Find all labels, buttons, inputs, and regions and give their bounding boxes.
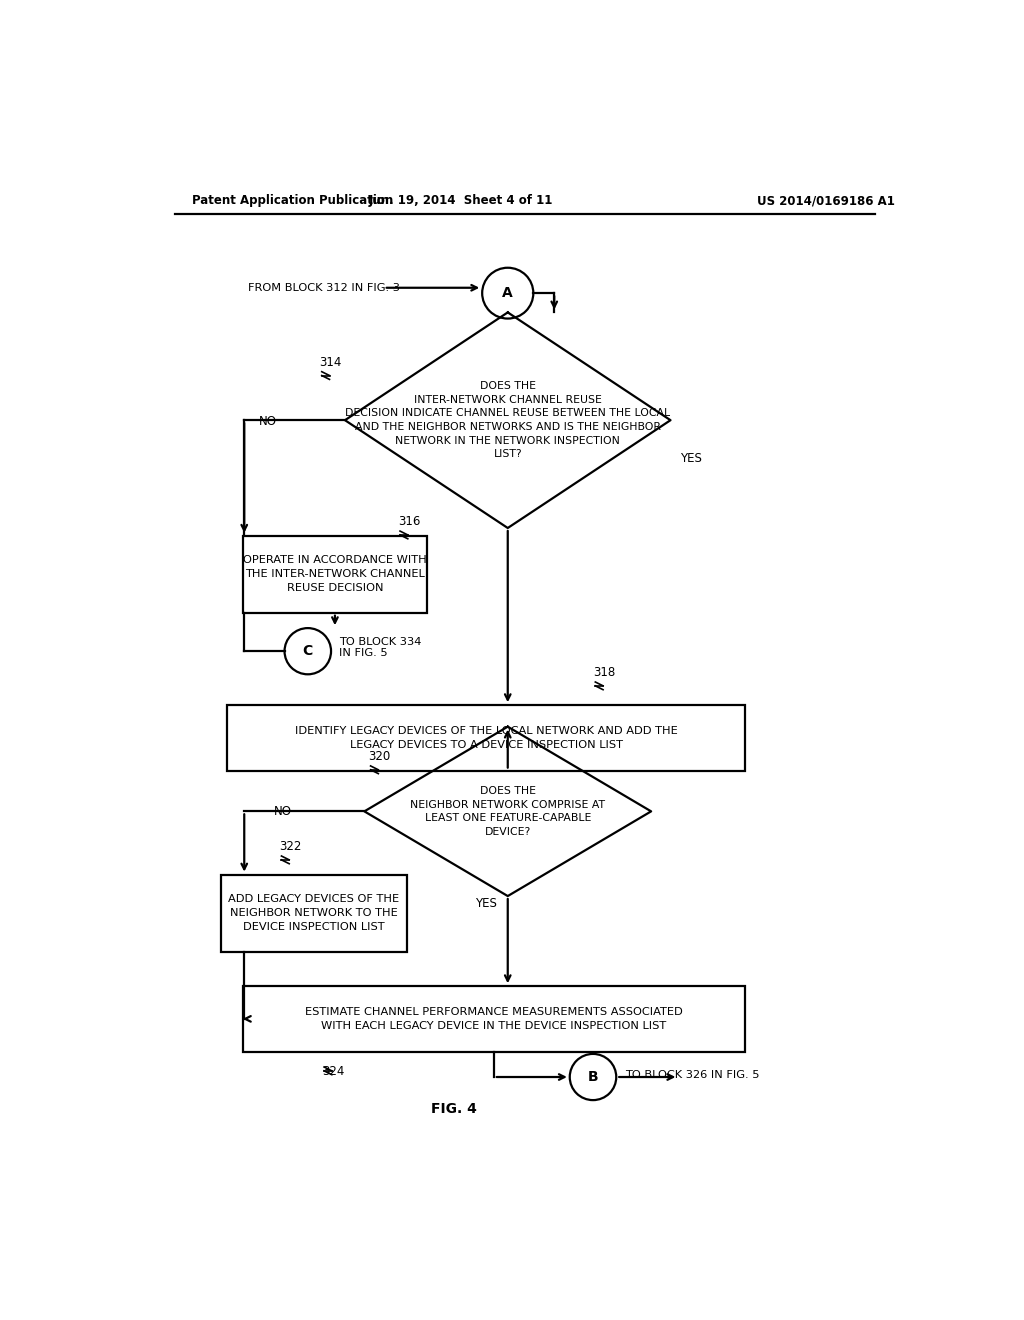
Text: US 2014/0169186 A1: US 2014/0169186 A1 [757, 194, 894, 207]
Text: IDENTIFY LEGACY DEVICES OF THE LOCAL NETWORK AND ADD THE
LEGACY DEVICES TO A DEV: IDENTIFY LEGACY DEVICES OF THE LOCAL NET… [295, 726, 678, 750]
Text: YES: YES [680, 453, 701, 465]
Bar [227, 705, 744, 771]
Text: 324: 324 [322, 1065, 344, 1077]
Text: OPERATE IN ACCORDANCE WITH
THE INTER-NETWORK CHANNEL
REUSE DECISION: OPERATE IN ACCORDANCE WITH THE INTER-NET… [243, 556, 427, 593]
Text: FIG. 4: FIG. 4 [430, 1102, 476, 1117]
Text: NO: NO [274, 805, 292, 818]
Text: ESTIMATE CHANNEL PERFORMANCE MEASUREMENTS ASSOCIATED
WITH EACH LEGACY DEVICE IN : ESTIMATE CHANNEL PERFORMANCE MEASUREMENT… [305, 1007, 683, 1031]
Bar [221, 874, 407, 952]
Text: Jun. 19, 2014  Sheet 4 of 11: Jun. 19, 2014 Sheet 4 of 11 [369, 194, 553, 207]
Text: ADD LEGACY DEVICES OF THE
NEIGHBOR NETWORK TO THE
DEVICE INSPECTION LIST: ADD LEGACY DEVICES OF THE NEIGHBOR NETWO… [228, 894, 399, 932]
Text: B: B [588, 1071, 598, 1084]
Text: FROM BLOCK 312 IN FIG. 3: FROM BLOCK 312 IN FIG. 3 [248, 282, 400, 293]
Bar [243, 986, 744, 1052]
Text: A: A [503, 286, 513, 300]
Text: NO: NO [259, 416, 276, 428]
Text: YES: YES [475, 898, 497, 911]
Text: 316: 316 [397, 515, 420, 528]
Text: DOES THE
NEIGHBOR NETWORK COMPRISE AT
LEAST ONE FEATURE-CAPABLE
DEVICE?: DOES THE NEIGHBOR NETWORK COMPRISE AT LE… [411, 785, 605, 837]
Text: DOES THE
INTER-NETWORK CHANNEL REUSE
DECISION INDICATE CHANNEL REUSE BETWEEN THE: DOES THE INTER-NETWORK CHANNEL REUSE DEC… [345, 381, 671, 459]
Circle shape [285, 628, 331, 675]
Text: 320: 320 [369, 750, 390, 763]
Text: Patent Application Publication: Patent Application Publication [191, 194, 393, 207]
Text: TO BLOCK 326 IN FIG. 5: TO BLOCK 326 IN FIG. 5 [626, 1069, 760, 1080]
Text: 314: 314 [319, 355, 342, 368]
Text: 318: 318 [593, 665, 615, 678]
Circle shape [482, 268, 534, 318]
Text: TO BLOCK 334
IN FIG. 5: TO BLOCK 334 IN FIG. 5 [339, 636, 421, 659]
Circle shape [569, 1053, 616, 1100]
Text: C: C [303, 644, 313, 659]
Bar [243, 536, 427, 612]
Text: 322: 322 [280, 840, 301, 853]
